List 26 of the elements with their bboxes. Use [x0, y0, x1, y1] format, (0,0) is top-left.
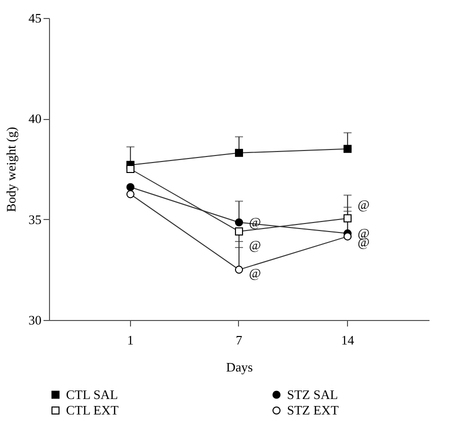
y-tick-label: 45	[28, 10, 42, 26]
x-tick-label: 7	[236, 332, 243, 348]
y-axis-title: Body weight (g)	[4, 126, 18, 212]
legend-label: STZ EXT	[287, 402, 339, 418]
annotation: @	[249, 266, 262, 281]
y-tick-label: 35	[28, 212, 42, 227]
x-tick-label: 14	[341, 332, 355, 348]
point	[344, 232, 352, 240]
y-tick-label: 30	[28, 312, 42, 328]
point	[126, 183, 134, 192]
x-tick-label: 1	[127, 332, 134, 348]
legend-label: CTL SAL	[66, 386, 118, 402]
legend-label: STZ SAL	[287, 386, 338, 402]
point	[344, 144, 352, 153]
point	[344, 214, 352, 222]
annotation: @	[249, 238, 262, 253]
annotation: @	[358, 197, 370, 212]
legend-label: CTL EXT	[66, 402, 119, 418]
y-tick-label: 40	[28, 111, 42, 126]
point	[126, 164, 134, 174]
point	[126, 190, 134, 198]
point	[234, 148, 244, 157]
point	[234, 227, 244, 236]
x-axis-title: Days	[226, 360, 253, 374]
point	[234, 218, 244, 226]
point	[234, 266, 244, 274]
